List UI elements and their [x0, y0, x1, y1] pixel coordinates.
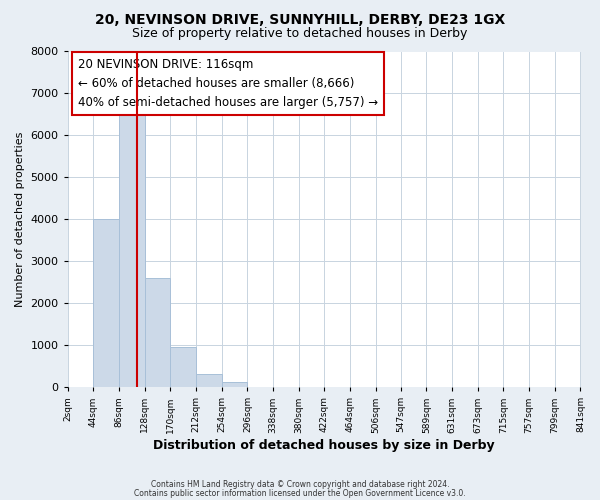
- Bar: [94, 220, 119, 387]
- X-axis label: Distribution of detached houses by size in Derby: Distribution of detached houses by size …: [153, 440, 495, 452]
- Text: Contains HM Land Registry data © Crown copyright and database right 2024.: Contains HM Land Registry data © Crown c…: [151, 480, 449, 489]
- Y-axis label: Number of detached properties: Number of detached properties: [15, 132, 25, 307]
- Text: 20 NEVINSON DRIVE: 116sqm
← 60% of detached houses are smaller (8,666)
40% of se: 20 NEVINSON DRIVE: 116sqm ← 60% of detac…: [78, 58, 378, 109]
- Bar: [170, 348, 196, 387]
- Bar: [145, 278, 170, 387]
- Text: Size of property relative to detached houses in Derby: Size of property relative to detached ho…: [133, 28, 467, 40]
- Bar: [196, 374, 222, 387]
- Bar: [222, 382, 247, 387]
- Text: Contains public sector information licensed under the Open Government Licence v3: Contains public sector information licen…: [134, 488, 466, 498]
- Text: 20, NEVINSON DRIVE, SUNNYHILL, DERBY, DE23 1GX: 20, NEVINSON DRIVE, SUNNYHILL, DERBY, DE…: [95, 12, 505, 26]
- Bar: [119, 110, 145, 387]
